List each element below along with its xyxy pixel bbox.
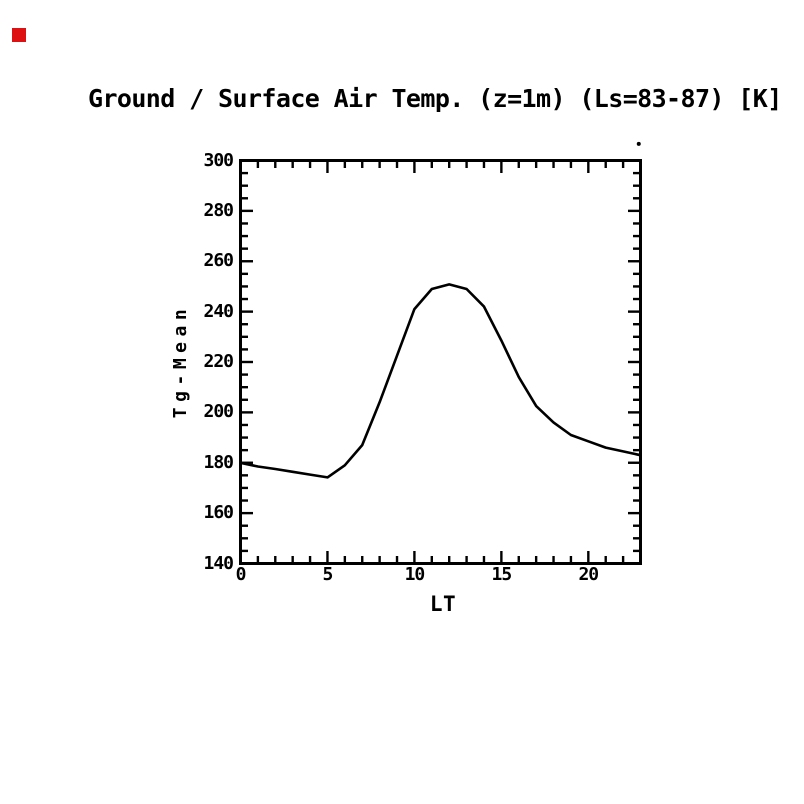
- chart-title: Ground / Surface Air Temp. (z=1m) (Ls=83…: [88, 84, 782, 113]
- x-tick-label: 0: [235, 564, 247, 585]
- y-tick-label: 140: [203, 552, 234, 574]
- y-axis-title: Tg-Mean: [170, 303, 191, 419]
- x-tick-label: 5: [322, 564, 334, 585]
- y-tick-label: 200: [203, 401, 234, 423]
- y-tick-label: 240: [203, 300, 234, 322]
- x-tick-label: 20: [578, 564, 599, 585]
- plot-box: [239, 159, 642, 565]
- cursor-marker: [12, 28, 26, 42]
- y-tick-label: 280: [203, 199, 234, 221]
- x-axis-title: LT: [429, 592, 457, 616]
- y-tick-label: 260: [203, 250, 234, 272]
- stray-dot: [636, 141, 641, 146]
- y-tick-label: 300: [203, 149, 234, 171]
- y-tick-label: 160: [203, 502, 234, 524]
- x-tick-label: 10: [404, 564, 426, 585]
- temperature-curve: [239, 283, 642, 479]
- x-tick-label: 15: [491, 564, 513, 585]
- y-tick-label: 220: [203, 351, 234, 372]
- y-tick-label: 180: [203, 451, 234, 473]
